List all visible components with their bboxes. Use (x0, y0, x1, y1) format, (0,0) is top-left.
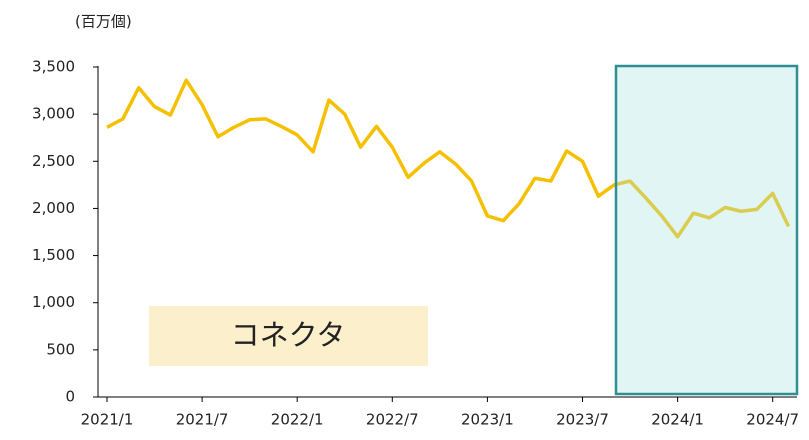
line (106, 78, 791, 239)
x-tick-label: 2024/7 (746, 411, 799, 429)
x-tick-label: 2023/1 (461, 411, 514, 429)
y-tick-label: 3,500 (32, 58, 75, 76)
x-tick-label: 2023/7 (556, 411, 609, 429)
y-unit-label: (百万個) (75, 13, 132, 31)
highlight-region (614, 64, 799, 396)
x-tick-label: 2022/7 (366, 411, 419, 429)
annotation: コネクタ (231, 318, 346, 352)
x-tick-label: 2021/1 (81, 411, 134, 429)
y-tick-label: 0 (65, 388, 75, 406)
y-tick-label: 1,500 (32, 246, 75, 264)
y-tick-label: 500 (46, 340, 75, 358)
y-tick-label: 3,000 (32, 105, 75, 123)
x-tick-label: 2021/7 (176, 411, 229, 429)
x-tick-label: 2022/1 (271, 411, 324, 429)
label-box (149, 306, 428, 366)
plot-area (106, 78, 791, 239)
y-tick-label: 2,500 (32, 152, 75, 170)
y-tick-label: 2,000 (32, 199, 75, 217)
x-tick-label: 2024/1 (651, 411, 704, 429)
y-tick-label: 1,000 (32, 293, 75, 311)
